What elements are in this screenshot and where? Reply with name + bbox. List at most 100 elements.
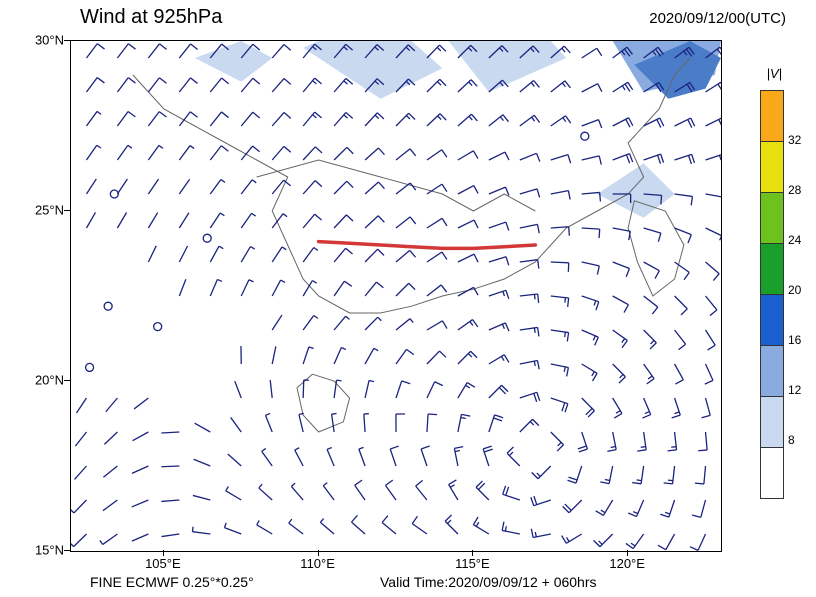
wind-barb (303, 214, 321, 228)
wind-barb (365, 249, 384, 262)
wind-barb (582, 84, 602, 92)
wind-barb (210, 146, 228, 160)
wind-barb (210, 78, 228, 92)
wind-barb (520, 115, 540, 126)
wind-barb (458, 254, 478, 262)
wind-barb (458, 414, 470, 432)
plot-area (70, 40, 722, 552)
wind-barb (117, 145, 131, 160)
wind-barb (644, 364, 654, 384)
wind-barb (660, 500, 674, 517)
wind-barb (334, 348, 346, 364)
colorbar-segment (760, 346, 784, 397)
wind-barb (632, 466, 643, 484)
wind-barb (531, 496, 551, 506)
wind-barb (265, 413, 272, 432)
plot-svg (71, 41, 721, 551)
wind-barb (390, 446, 399, 466)
wind-barb (76, 398, 86, 413)
coastline (628, 201, 684, 296)
y-tick (64, 550, 70, 551)
wind-barb (148, 78, 166, 92)
wind-barb (106, 398, 118, 412)
wind-barb (272, 346, 276, 364)
wind-barb (385, 480, 396, 500)
wind-barb (445, 515, 458, 534)
calm-indicator (203, 234, 211, 242)
colorbar-tick-label: 12 (788, 383, 801, 397)
wind-barb (607, 432, 616, 451)
wind-barb (582, 364, 597, 381)
wind-barb (359, 447, 365, 466)
wind-barb (303, 315, 318, 330)
wind-barb (117, 44, 135, 58)
x-axis-label: 120°E (609, 556, 645, 571)
wind-barb (675, 194, 693, 205)
wind-barb (241, 247, 255, 262)
wind-barb (75, 432, 86, 446)
wind-barb (489, 187, 509, 195)
wind-barb (365, 182, 384, 194)
wind-barb (520, 189, 540, 198)
wind-barb (161, 500, 179, 501)
wind-barb (75, 466, 87, 479)
wind-barb (303, 112, 321, 126)
wind-barb (613, 398, 622, 418)
wind-barb (303, 247, 318, 262)
wind-barb (272, 247, 286, 262)
wind-barb (396, 319, 413, 330)
wind-barb (179, 279, 186, 296)
wind-barb (320, 519, 334, 534)
wind-barb (706, 194, 721, 202)
wind-barb (695, 466, 706, 484)
wind-barb (334, 248, 352, 262)
wind-barb (334, 147, 353, 160)
wind-barb (295, 448, 303, 466)
wind-barb (644, 330, 657, 349)
wind-barb (675, 154, 695, 164)
wind-barb (289, 519, 303, 534)
wind-barb (644, 228, 661, 242)
wind-barb (489, 257, 509, 266)
wind-barb (132, 466, 148, 473)
wind-barb (596, 500, 613, 515)
wind-barb (86, 44, 104, 58)
wind-barb (613, 262, 630, 277)
wind-barb (489, 385, 508, 398)
y-tick (64, 210, 70, 211)
wind-barb (644, 296, 658, 314)
wind-barb (675, 364, 684, 384)
wind-barb (327, 447, 334, 466)
wind-barb (148, 179, 158, 194)
wind-barb (86, 111, 101, 126)
wind-barb (323, 483, 334, 500)
wind-barb (365, 317, 381, 330)
wind-barb (562, 534, 582, 543)
wind-barb (582, 48, 602, 58)
wind-barb (303, 181, 322, 194)
wind-barb (532, 466, 551, 479)
wind-barb (210, 179, 225, 194)
wind-barb (231, 417, 242, 432)
wind-barb (675, 296, 688, 315)
wind-barb (162, 534, 180, 537)
wind-barb (551, 155, 571, 164)
y-axis-label: 25°N (14, 203, 64, 218)
wind-barb (396, 283, 415, 296)
wind-barb (582, 228, 600, 238)
wind-barb (241, 213, 255, 228)
coastline (297, 374, 350, 432)
wind-barb (458, 320, 478, 330)
calm-indicator (86, 363, 94, 371)
colorbar-segment (760, 193, 784, 244)
model-label: FINE ECMWF 0.25°*0.25° (90, 574, 254, 590)
chart-title: Wind at 925hPa (80, 6, 222, 29)
wind-barb (396, 217, 416, 228)
wind-barb (194, 459, 211, 466)
wind-barb (626, 534, 644, 549)
colorbar-tick-label: 32 (788, 133, 801, 147)
wind-barb (272, 44, 291, 58)
wind-barb (241, 78, 259, 92)
wind-barb (179, 179, 189, 194)
wind-barb (427, 218, 447, 228)
